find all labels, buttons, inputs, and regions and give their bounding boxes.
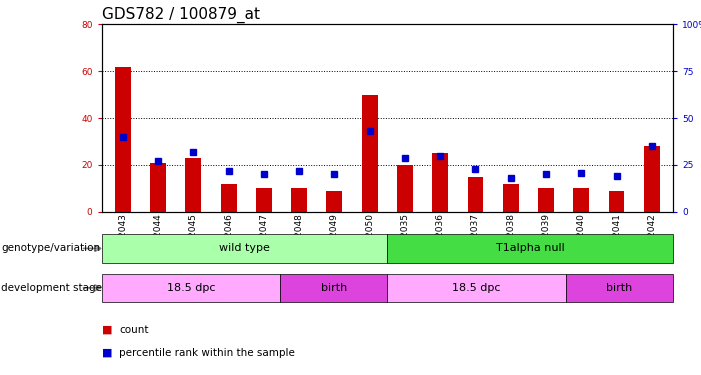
Bar — [538, 188, 554, 212]
Bar — [256, 188, 272, 212]
Text: count: count — [119, 325, 149, 335]
Bar — [102, 274, 280, 302]
Bar — [150, 163, 166, 212]
Bar — [503, 184, 519, 212]
Bar — [468, 177, 484, 212]
Bar — [433, 153, 448, 212]
Bar — [566, 274, 673, 302]
Bar — [280, 274, 387, 302]
Text: ■: ■ — [102, 348, 112, 357]
Text: T1alpha null: T1alpha null — [496, 243, 564, 254]
Text: birth: birth — [320, 283, 347, 293]
Bar — [185, 158, 201, 212]
Bar — [362, 95, 378, 212]
Text: wild type: wild type — [219, 243, 270, 254]
Bar — [573, 188, 590, 212]
Bar — [327, 191, 342, 212]
Bar — [115, 67, 131, 212]
Text: 18.5 dpc: 18.5 dpc — [452, 283, 501, 293]
Text: 18.5 dpc: 18.5 dpc — [167, 283, 215, 293]
Text: percentile rank within the sample: percentile rank within the sample — [119, 348, 295, 357]
Bar — [387, 274, 566, 302]
Bar — [397, 165, 413, 212]
Text: birth: birth — [606, 283, 632, 293]
Bar — [102, 234, 387, 262]
Text: ■: ■ — [102, 325, 112, 335]
Text: GDS782 / 100879_at: GDS782 / 100879_at — [102, 7, 259, 23]
Bar — [608, 191, 625, 212]
Text: genotype/variation: genotype/variation — [1, 243, 100, 254]
Bar — [387, 234, 673, 262]
Bar — [221, 184, 236, 212]
Bar — [291, 188, 307, 212]
Text: development stage: development stage — [1, 283, 102, 293]
Bar — [644, 146, 660, 212]
